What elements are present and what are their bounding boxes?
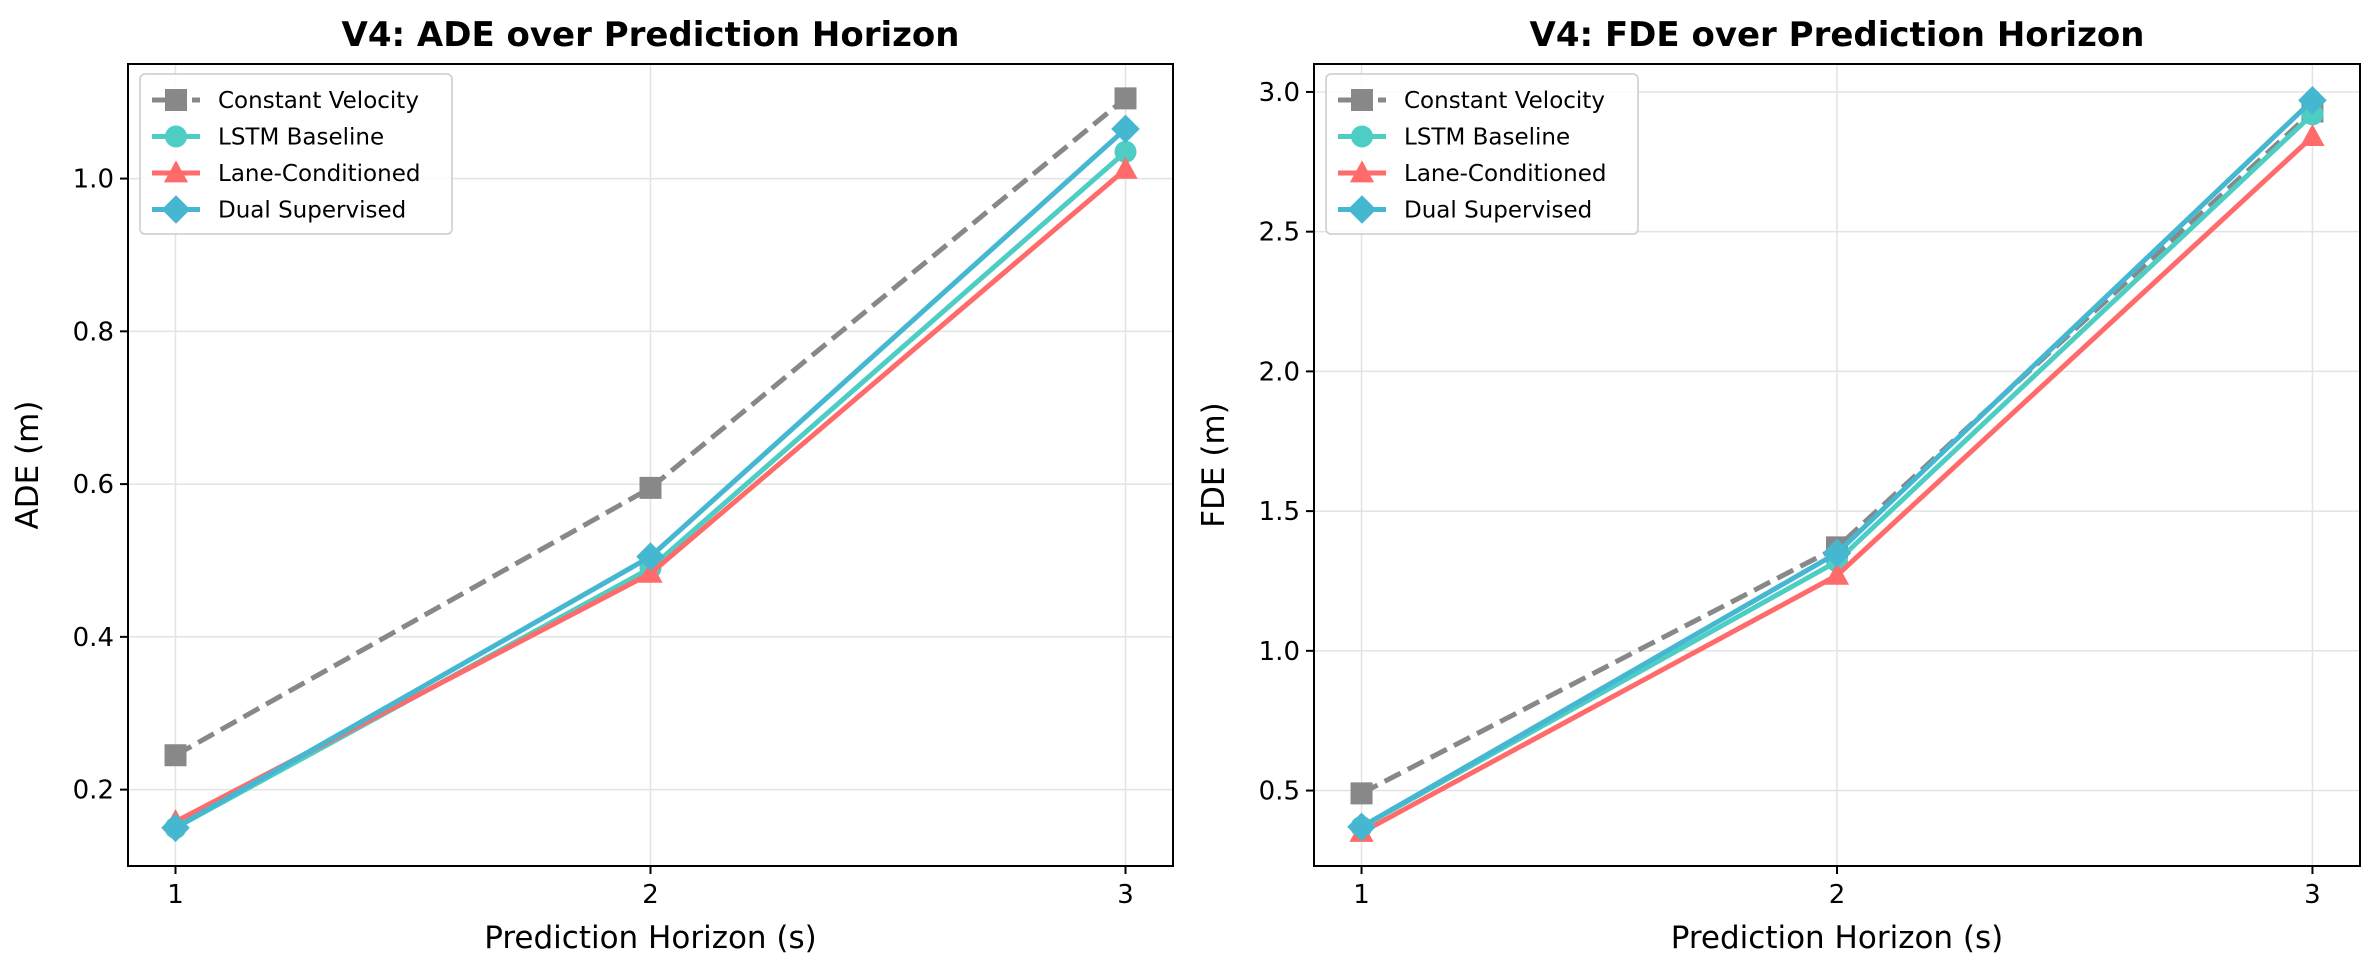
legend-marker xyxy=(165,89,187,111)
chart-title: V4: FDE over Prediction Horizon xyxy=(1530,15,2145,55)
y-tick-label: 1.0 xyxy=(73,165,114,195)
data-point xyxy=(639,476,662,499)
data-point xyxy=(636,542,665,571)
data-point xyxy=(1822,538,1852,568)
y-axis-label: FDE (m) xyxy=(1196,402,1232,528)
y-tick-label: 1.5 xyxy=(1259,497,1300,527)
legend: Constant Velocity LSTM Baseline Lane-Condi… xyxy=(139,73,453,235)
x-tick-label: 3 xyxy=(1117,880,1134,910)
legend-label: Dual Supervised xyxy=(1404,198,1592,224)
chart-title: V4: ADE over Prediction Horizon xyxy=(342,15,960,55)
legend-label: LSTM Baseline xyxy=(1404,125,1570,151)
y-tick-label: 2.5 xyxy=(1259,218,1300,248)
x-axis-label: Prediction Horizon (s) xyxy=(484,920,817,956)
y-tick-label: 0.8 xyxy=(73,317,114,347)
x-tick-label: 1 xyxy=(1353,880,1370,910)
legend-box xyxy=(1325,73,1639,235)
legend-marker xyxy=(163,160,189,183)
x-tick-label: 2 xyxy=(1829,880,1846,910)
legend-marker xyxy=(1349,160,1375,183)
legend-marker xyxy=(1347,195,1377,224)
x-tick-label: 1 xyxy=(167,880,184,910)
data-point xyxy=(1350,782,1373,805)
data-point xyxy=(2298,86,2327,115)
data-point xyxy=(161,813,190,843)
legend-label: Dual Supervised xyxy=(218,198,406,224)
data-point xyxy=(2300,124,2325,147)
legend-label: Lane-Conditioned xyxy=(218,161,420,187)
y-tick-label: 1.0 xyxy=(1259,637,1300,667)
data-point xyxy=(1347,812,1376,842)
legend-label: Constant Velocity xyxy=(1404,88,1605,114)
legend-label: Constant Velocity xyxy=(218,88,419,114)
data-point xyxy=(1114,87,1137,110)
y-tick-label: 2.0 xyxy=(1259,357,1300,387)
data-point xyxy=(1111,114,1140,144)
data-point xyxy=(1114,140,1137,163)
y-tick-label: 0.5 xyxy=(1259,777,1300,807)
x-axis-label: Prediction Horizon (s) xyxy=(1671,920,2004,956)
chart-panel-1: 1 2 3 0.2 0.4 0.6 0.8 1.0 V4: ADE over Predictio… xyxy=(10,15,1174,956)
legend-label: Lane-Conditioned xyxy=(1404,161,1606,187)
legend-marker xyxy=(1351,89,1373,111)
y-tick-label: 3.0 xyxy=(1259,78,1300,108)
data-point xyxy=(164,744,187,767)
x-tick-label: 2 xyxy=(642,880,659,910)
y-tick-label: 0.4 xyxy=(73,623,114,653)
y-axis-label: ADE (m) xyxy=(10,401,46,530)
data-point xyxy=(638,560,663,583)
y-tick-label: 0.6 xyxy=(73,470,114,500)
legend: Constant Velocity LSTM Baseline Lane-Condi… xyxy=(1325,73,1639,235)
legend-marker xyxy=(165,125,187,148)
data-point xyxy=(1824,562,1850,585)
legend-box xyxy=(139,73,453,235)
legend-marker xyxy=(1351,125,1373,148)
legend-marker xyxy=(161,195,191,224)
x-tick-label: 3 xyxy=(2304,880,2321,910)
y-tick-label: 0.2 xyxy=(73,776,114,806)
data-point xyxy=(1113,156,1138,179)
chart-panel-2: 1 2 3 0.5 1.0 1.5 2.0 2.5 3.0 V4: FDE over Predic… xyxy=(1196,15,2361,956)
legend-label: LSTM Baseline xyxy=(218,125,384,151)
